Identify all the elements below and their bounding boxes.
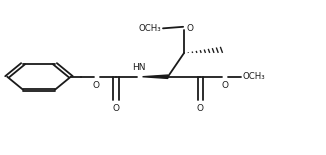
Text: OCH₃: OCH₃ [139,24,161,33]
Text: O: O [197,104,204,113]
Text: OCH₃: OCH₃ [243,72,265,81]
Text: O: O [221,81,229,90]
Text: O: O [112,104,119,113]
Polygon shape [142,75,168,78]
Text: O: O [187,24,194,33]
Text: HN: HN [132,63,145,72]
Text: O: O [93,81,100,90]
